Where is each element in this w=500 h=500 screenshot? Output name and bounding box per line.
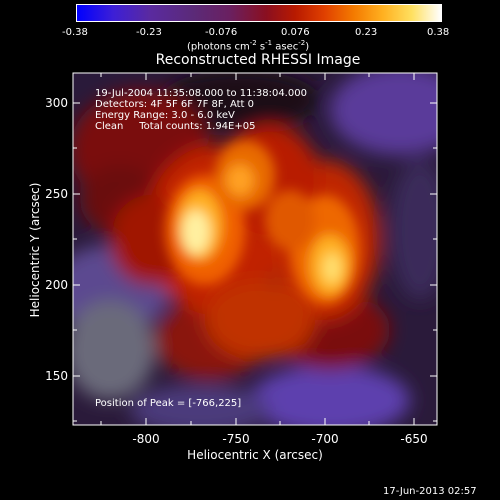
x-axis-ticks: [100, 73, 415, 425]
timestamp: 17-Jun-2013 02:57: [383, 486, 477, 497]
info-line: Clean Total counts: 1.94E+05: [95, 121, 256, 132]
x-tick-label: -700: [311, 432, 338, 446]
colorbar-tick: -0.076: [205, 27, 238, 38]
colorbar: [76, 4, 442, 22]
peak-position-label: Position of Peak = [-766,225]: [95, 398, 242, 409]
colorbar-tick: 0.076: [281, 27, 310, 38]
x-tick-label: -650: [400, 432, 427, 446]
info-line: Detectors: 4F 5F 6F 7F 8F, Att 0: [95, 99, 255, 110]
colorbar-tick: 0.23: [355, 27, 378, 38]
image-data: [73, 73, 437, 425]
y-tick-label: 150: [45, 369, 68, 383]
plot-title: Reconstructed RHESSI Image: [155, 52, 361, 68]
colorbar-tick: -0.23: [136, 27, 162, 38]
info-line: Energy Range: 3.0 - 6.0 keV: [95, 110, 235, 121]
observation-info: 19-Jul-2004 11:35:08.000 to 11:38:04.000…: [95, 88, 307, 132]
y-axis-title: Heliocentric Y (arcsec): [28, 183, 42, 318]
y-tick-label: 200: [45, 278, 68, 292]
colorbar-units: (photons cm-2 s-1 asec-2): [187, 39, 310, 53]
info-line: 19-Jul-2004 11:35:08.000 to 11:38:04.000: [95, 88, 307, 99]
y-tick-label: 250: [45, 187, 68, 201]
plot-frame: [72, 72, 438, 426]
colorbar-tick: 0.38: [427, 27, 450, 38]
x-tick-label: -800: [132, 432, 159, 446]
y-axis-ticks: [73, 102, 437, 422]
x-tick-label: -750: [222, 432, 249, 446]
x-axis-title: Heliocentric X (arcsec): [187, 448, 323, 462]
y-tick-label: 300: [45, 96, 68, 110]
colorbar-tick: -0.38: [62, 27, 88, 38]
